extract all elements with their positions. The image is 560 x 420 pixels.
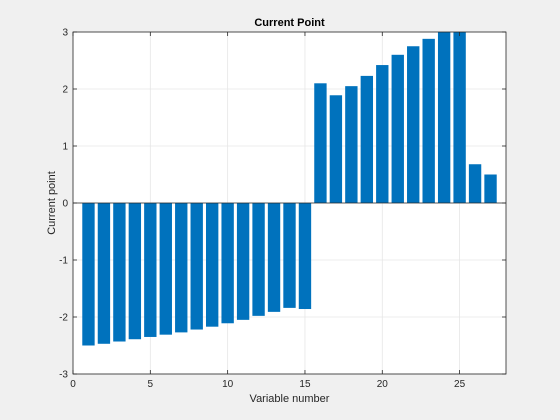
x-tick-label: 15: [299, 379, 311, 390]
bars-group: [82, 32, 497, 346]
x-tick-label: 10: [222, 379, 234, 390]
y-tick-label: 1: [62, 142, 68, 153]
y-tick-label: 3: [62, 28, 68, 39]
chart-title: Current Point: [254, 17, 325, 29]
bar: [437, 32, 451, 203]
bar: [407, 46, 420, 203]
y-axis-label: Current point: [46, 171, 58, 235]
bar: [345, 86, 358, 203]
y-tick-label: 0: [62, 199, 68, 210]
x-tick-label: 20: [377, 379, 389, 390]
bar: [236, 203, 250, 320]
bar: [97, 203, 111, 344]
bar: [360, 75, 374, 203]
bar: [453, 32, 466, 203]
tick-labels: 0 5 10 15 20 25 -3 -2 -1 0 1 2 3: [59, 28, 466, 391]
bar: [205, 203, 219, 327]
bar: [391, 54, 404, 203]
bar: [298, 203, 312, 310]
bar: [144, 203, 157, 337]
y-tick-label: -3: [59, 370, 68, 381]
axis-ticks: [72, 31, 506, 375]
bar: [128, 203, 142, 340]
bar: [159, 203, 172, 335]
bar: [283, 203, 296, 308]
x-tick-label: 25: [454, 379, 466, 390]
bar: [190, 203, 203, 330]
bar: [82, 203, 95, 346]
y-tick-label: 2: [62, 85, 68, 96]
y-tick-label: -2: [59, 313, 68, 324]
bar: [113, 203, 126, 342]
x-tick-label: 0: [70, 379, 76, 390]
x-tick-label: 5: [148, 379, 154, 390]
bar: [267, 203, 281, 312]
bar: [376, 65, 389, 203]
bar: [468, 164, 482, 203]
bar: [422, 38, 435, 204]
bar: [329, 95, 343, 203]
x-axis-label: Variable number: [250, 393, 330, 405]
bar: [252, 203, 265, 316]
bar: [175, 203, 188, 333]
y-tick-label: -1: [59, 256, 68, 267]
bar: [221, 203, 234, 324]
bar: [484, 174, 497, 203]
bar: [314, 83, 327, 203]
